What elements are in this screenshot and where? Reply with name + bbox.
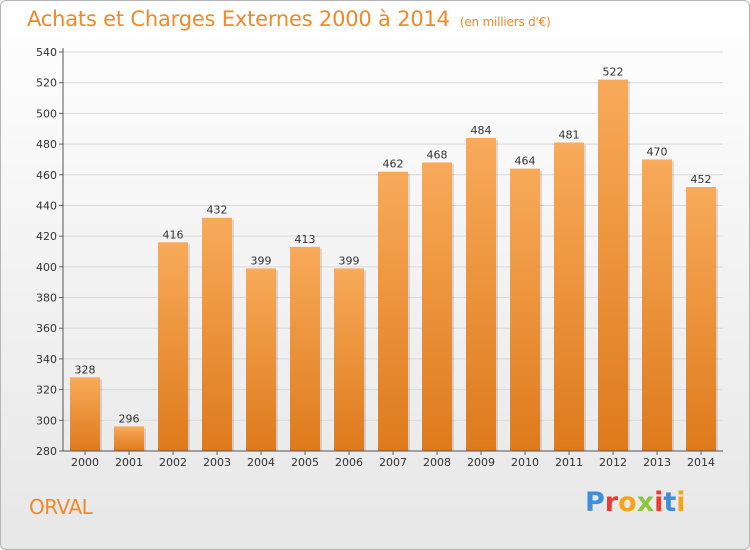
x-tick-label: 2011 [555, 456, 583, 469]
y-tick-label: 380 [36, 292, 57, 305]
data-label: 413 [295, 233, 316, 246]
x-tick-label: 2006 [335, 456, 363, 469]
y-tick-label: 520 [36, 77, 57, 90]
y-tick-label: 440 [36, 199, 57, 212]
axes: 280 300 320 340 360 380 400 420 440 460 480 500 520 5… [36, 46, 723, 469]
y-tick-label: 280 [36, 445, 57, 458]
bar [202, 217, 232, 451]
logo-letter: t [663, 487, 677, 518]
data-label: 470 [647, 145, 668, 158]
x-tick-label: 2005 [291, 456, 319, 469]
data-label: 432 [207, 204, 228, 217]
y-tick-label: 480 [36, 138, 57, 151]
y-tick-label: 500 [36, 107, 57, 120]
bar [642, 159, 672, 451]
chart-subtitle: (en milliers d'€) [459, 15, 551, 29]
location-label: ORVAL [29, 495, 93, 519]
y-tick-label: 340 [36, 353, 57, 366]
data-label: 468 [427, 148, 448, 161]
bar [334, 268, 364, 451]
logo-letter: x [636, 487, 655, 518]
data-label: 462 [383, 158, 404, 171]
y-tick-label: 300 [36, 414, 57, 427]
data-label: 399 [251, 254, 272, 267]
logo-letter: i [676, 487, 686, 518]
x-tick-label: 2013 [643, 456, 671, 469]
bars: 328 296 416 432 399 413 399 462 468 484 464 481 522 4… [70, 66, 718, 452]
x-tick-label: 2001 [115, 456, 143, 469]
x-tick-label: 2003 [203, 456, 231, 469]
logo-letter: r [604, 487, 619, 518]
data-label: 296 [119, 412, 140, 425]
y-tick-label: 420 [36, 230, 57, 243]
x-tick-label: 2009 [467, 456, 495, 469]
bar [422, 162, 452, 451]
logo-letter: i [654, 487, 664, 518]
data-label: 328 [75, 363, 96, 376]
bar [246, 268, 276, 451]
x-tick-label: 2014 [687, 456, 715, 469]
y-tick-label: 360 [36, 322, 57, 335]
data-label: 522 [603, 66, 624, 79]
chart-title: Achats et Charges Externes 2000 à 2014 (e… [27, 7, 551, 31]
bar [510, 168, 540, 451]
bar [686, 187, 716, 452]
x-tick-label: 2000 [71, 456, 99, 469]
data-label: 481 [559, 129, 580, 142]
data-label: 484 [471, 124, 492, 137]
x-tick-label: 2012 [599, 456, 627, 469]
logo-letter: o [618, 487, 637, 518]
y-tick-label: 460 [36, 169, 57, 182]
bar [466, 137, 496, 451]
data-label: 416 [163, 228, 184, 241]
chart-title-text: Achats et Charges Externes 2000 à 2014 [27, 7, 450, 31]
bar [554, 142, 584, 452]
y-tick-label: 540 [36, 46, 57, 59]
bar [158, 242, 188, 451]
bar [70, 377, 100, 451]
logo-letter: P [585, 487, 605, 518]
x-tick-label: 2010 [511, 456, 539, 469]
y-tick-label: 400 [36, 261, 57, 274]
data-label: 399 [339, 254, 360, 267]
x-tick-label: 2002 [159, 456, 187, 469]
proxiti-logo: Proxiti [585, 487, 686, 518]
data-label: 452 [691, 173, 712, 186]
data-label: 464 [515, 155, 536, 168]
bar [598, 79, 628, 451]
bar [378, 171, 408, 451]
y-tick-label: 320 [36, 384, 57, 397]
x-tick-label: 2004 [247, 456, 275, 469]
x-tick-label: 2008 [423, 456, 451, 469]
bar [114, 426, 144, 451]
x-tick-label: 2007 [379, 456, 407, 469]
bar [290, 246, 320, 451]
